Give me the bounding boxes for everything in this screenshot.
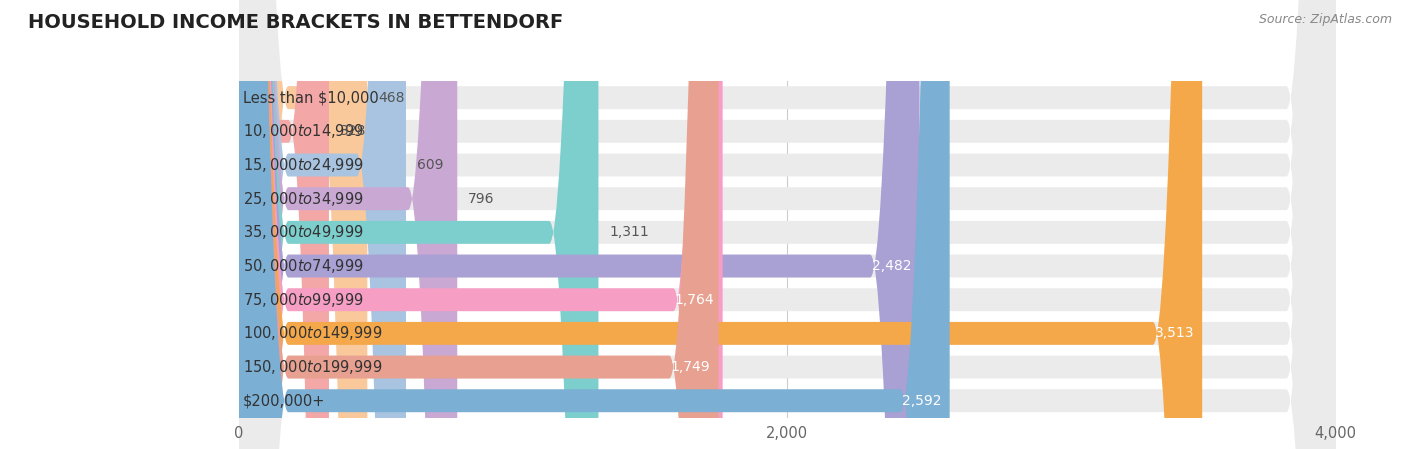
FancyBboxPatch shape	[239, 0, 1336, 449]
Text: 2,592: 2,592	[901, 394, 942, 408]
Text: $75,000 to $99,999: $75,000 to $99,999	[243, 291, 364, 309]
FancyBboxPatch shape	[239, 0, 406, 449]
Text: Less than $10,000: Less than $10,000	[243, 90, 378, 105]
FancyBboxPatch shape	[239, 0, 1336, 449]
Text: 468: 468	[378, 91, 405, 105]
FancyBboxPatch shape	[239, 0, 1336, 449]
Text: HOUSEHOLD INCOME BRACKETS IN BETTENDORF: HOUSEHOLD INCOME BRACKETS IN BETTENDORF	[28, 13, 564, 32]
FancyBboxPatch shape	[239, 0, 1336, 449]
Text: 328: 328	[340, 124, 367, 138]
FancyBboxPatch shape	[239, 0, 367, 449]
FancyBboxPatch shape	[239, 0, 1336, 449]
Text: $150,000 to $199,999: $150,000 to $199,999	[243, 358, 382, 376]
Text: 1,311: 1,311	[609, 225, 650, 239]
Text: $25,000 to $34,999: $25,000 to $34,999	[243, 189, 364, 208]
Text: $50,000 to $74,999: $50,000 to $74,999	[243, 257, 364, 275]
Text: $35,000 to $49,999: $35,000 to $49,999	[243, 223, 364, 242]
Text: 609: 609	[418, 158, 443, 172]
Text: $15,000 to $24,999: $15,000 to $24,999	[243, 156, 364, 174]
FancyBboxPatch shape	[239, 0, 1336, 449]
FancyBboxPatch shape	[239, 0, 1336, 449]
Text: 3,513: 3,513	[1154, 326, 1194, 340]
Text: Source: ZipAtlas.com: Source: ZipAtlas.com	[1258, 13, 1392, 26]
Text: 796: 796	[468, 192, 495, 206]
Text: $200,000+: $200,000+	[243, 393, 326, 408]
FancyBboxPatch shape	[239, 0, 949, 449]
FancyBboxPatch shape	[239, 0, 723, 449]
FancyBboxPatch shape	[239, 0, 1202, 449]
Text: $100,000 to $149,999: $100,000 to $149,999	[243, 324, 382, 343]
FancyBboxPatch shape	[239, 0, 718, 449]
FancyBboxPatch shape	[239, 0, 1336, 449]
FancyBboxPatch shape	[239, 0, 1336, 449]
Text: 2,482: 2,482	[872, 259, 911, 273]
FancyBboxPatch shape	[239, 0, 329, 449]
FancyBboxPatch shape	[239, 0, 920, 449]
Text: 1,749: 1,749	[671, 360, 710, 374]
FancyBboxPatch shape	[239, 0, 599, 449]
FancyBboxPatch shape	[239, 0, 457, 449]
Text: 1,764: 1,764	[675, 293, 714, 307]
FancyBboxPatch shape	[239, 0, 1336, 449]
Text: $10,000 to $14,999: $10,000 to $14,999	[243, 122, 364, 141]
